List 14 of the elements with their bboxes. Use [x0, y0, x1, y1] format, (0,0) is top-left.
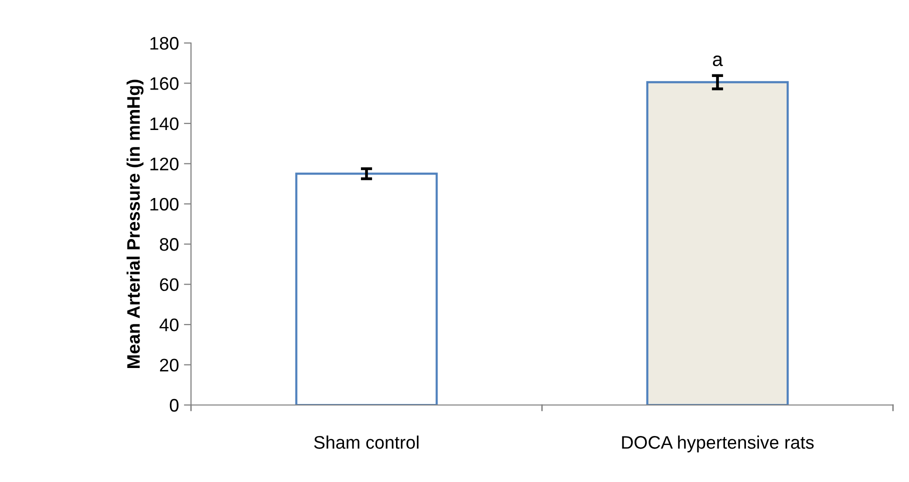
y-tick-label: 60: [160, 278, 178, 292]
x-tick-label: Sham control: [314, 436, 418, 449]
y-tick-label: 80: [160, 238, 178, 251]
y-axis-title: Mean Arterial Pressure (in mmHg): [126, 80, 144, 368]
y-tick-label: 100: [150, 198, 178, 211]
y-tick-label: 140: [150, 117, 178, 130]
y-tick-label: 160: [150, 77, 178, 90]
y-tick-label: 180: [150, 36, 178, 50]
y-tick-label: 0: [170, 398, 178, 412]
y-tick-label: 40: [160, 318, 178, 332]
x-tick-label: DOCA hypertensive rats: [622, 436, 814, 452]
y-tick-label: 20: [160, 358, 178, 372]
y-tick-label: 120: [150, 158, 178, 170]
annotation: a: [712, 56, 723, 66]
